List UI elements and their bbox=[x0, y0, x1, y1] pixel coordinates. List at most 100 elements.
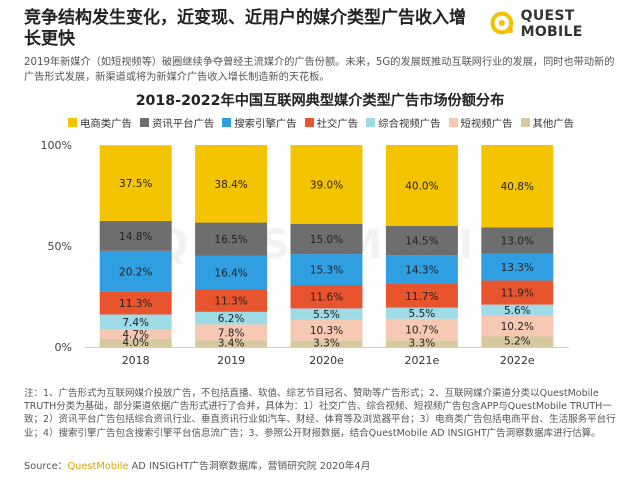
legend-label: 短视频广告 bbox=[460, 118, 513, 130]
data-label: 10.2% bbox=[501, 321, 534, 333]
x-tick-label: 2019 bbox=[217, 354, 245, 367]
data-label: 3.3% bbox=[313, 338, 340, 350]
legend-swatch bbox=[139, 118, 149, 127]
data-label: 4.7% bbox=[122, 329, 149, 341]
bar-segment bbox=[99, 329, 172, 339]
bar-segment bbox=[290, 145, 363, 224]
legend-item: 资讯平台广告 bbox=[139, 115, 215, 130]
data-label: 5.5% bbox=[313, 309, 340, 321]
bar-segment bbox=[99, 145, 172, 221]
legend-item: 社交广告 bbox=[304, 115, 359, 130]
bar-segment bbox=[290, 340, 363, 347]
chart-legend: 电商类广告 资讯平台广告 搜索引擎广告 社交广告 综合视频广告 短视频广告 其他广告 bbox=[68, 115, 628, 130]
bar-segment bbox=[481, 315, 554, 337]
data-label: 3.4% bbox=[218, 338, 245, 350]
data-label: 5.5% bbox=[409, 308, 436, 320]
bar-segment bbox=[481, 336, 554, 347]
y-tick-label: 100% bbox=[41, 139, 72, 152]
data-label: 14.3% bbox=[405, 265, 438, 277]
x-tick-label: 2021e bbox=[405, 354, 440, 367]
bar-segment bbox=[195, 324, 268, 341]
x-tick-label: 2018 bbox=[122, 354, 150, 367]
data-label: 37.5% bbox=[119, 178, 152, 190]
data-label: 15.0% bbox=[310, 234, 343, 246]
bar-segment bbox=[385, 318, 458, 341]
bar-segment bbox=[99, 291, 172, 315]
legend-item: 短视频广告 bbox=[448, 115, 513, 130]
bar-segment bbox=[290, 254, 363, 285]
bar-segment bbox=[385, 225, 458, 256]
chart-title: 2018-2022年中国互联网典型媒介类型广告市场份额分布 bbox=[135, 93, 505, 109]
legend-item: 电商类广告 bbox=[68, 115, 132, 130]
bar-segment bbox=[195, 222, 268, 256]
bar-segment bbox=[385, 255, 458, 284]
legend-label: 资讯平台广告 bbox=[151, 118, 215, 130]
data-label: 16.4% bbox=[214, 267, 247, 279]
data-label: 6.2% bbox=[218, 313, 245, 325]
bar-segment bbox=[385, 340, 458, 347]
bar-segment bbox=[195, 145, 268, 223]
legend-swatch bbox=[304, 118, 314, 127]
legend-label: 社交广告 bbox=[316, 118, 359, 130]
source-prefix: Source： bbox=[24, 461, 68, 472]
data-label: 16.5% bbox=[214, 234, 247, 246]
data-label: 13.0% bbox=[501, 236, 534, 248]
legend-swatch bbox=[68, 118, 77, 127]
bar-segment bbox=[290, 308, 363, 320]
data-label: 13.3% bbox=[501, 262, 534, 274]
bar-segment bbox=[99, 250, 172, 292]
bar-segment bbox=[290, 223, 363, 255]
bar-segment bbox=[195, 289, 268, 312]
source-text: AD INSIGHT广告洞察数据库，营销研究院 2020年4月 bbox=[128, 461, 371, 472]
data-label: 40.0% bbox=[405, 180, 438, 192]
data-label: 3.3% bbox=[409, 338, 436, 350]
legend-label: 搜索引擎广告 bbox=[234, 118, 297, 130]
data-label: 11.3% bbox=[214, 295, 247, 307]
logo: QUEST MOBILE bbox=[490, 8, 640, 40]
data-label: 40.8% bbox=[501, 181, 534, 193]
bar-segment bbox=[290, 284, 363, 309]
data-label: 11.3% bbox=[119, 298, 152, 310]
intro-text: 2019年新媒介（如短视频等）破圈继续争夺曾经主流媒介的广告份额。未来，5G的发… bbox=[24, 57, 615, 83]
data-label: 11.7% bbox=[405, 291, 438, 303]
legend-item: 综合视频广告 bbox=[366, 115, 441, 130]
legend-swatch bbox=[520, 118, 530, 127]
legend-swatch bbox=[222, 118, 232, 127]
data-label: 38.4% bbox=[214, 179, 247, 191]
data-label: 39.0% bbox=[310, 179, 343, 191]
data-label: 14.8% bbox=[119, 231, 152, 243]
data-label: 4.0% bbox=[122, 337, 149, 349]
data-label: 11.6% bbox=[310, 292, 343, 304]
logo-text: QUEST MOBILE bbox=[520, 8, 583, 40]
data-label: 20.2% bbox=[119, 266, 152, 278]
bar-segment bbox=[195, 255, 268, 290]
x-tick-label: 2022e bbox=[500, 354, 535, 367]
bar-segment bbox=[99, 220, 172, 251]
legend-item: 其他广告 bbox=[520, 115, 575, 130]
data-label: 5.2% bbox=[504, 336, 531, 348]
bar-segment bbox=[481, 253, 554, 281]
footnote: 注：1、广告形式为互联网媒介投放广告，不包括直播、软值、综艺节目冠名、赞助等广告… bbox=[24, 388, 616, 439]
bar-segment bbox=[385, 307, 458, 319]
data-label: 10.3% bbox=[310, 325, 343, 337]
bar-segment bbox=[385, 283, 458, 308]
data-label: 14.5% bbox=[405, 235, 438, 247]
stacked-bar-chart: QUEST MOBILE0%50%100%4.0%4.7%7.4%11.3%20… bbox=[41, 139, 569, 367]
legend-label: 其他广告 bbox=[532, 118, 575, 130]
bar-segment bbox=[481, 304, 554, 316]
x-tick-label: 2020e bbox=[309, 354, 344, 367]
source-brand: QuestMobile bbox=[67, 461, 129, 472]
headline: 竞争结构发生变化，近变现、近用户的媒介类型广告收入增长更快 bbox=[24, 8, 466, 49]
data-label: 15.3% bbox=[310, 265, 343, 277]
y-tick-label: 0% bbox=[55, 341, 72, 354]
y-tick-label: 50% bbox=[48, 240, 72, 253]
bar-segment bbox=[99, 314, 172, 330]
quest-mobile-logo-icon bbox=[490, 11, 514, 35]
bar-segment bbox=[481, 145, 554, 228]
legend-swatch bbox=[448, 118, 458, 127]
bar-segment bbox=[99, 338, 172, 347]
legend-label: 电商类广告 bbox=[80, 118, 132, 130]
data-label: 7.4% bbox=[122, 317, 149, 329]
data-label: 7.8% bbox=[218, 327, 245, 339]
bar-segment bbox=[195, 340, 268, 347]
